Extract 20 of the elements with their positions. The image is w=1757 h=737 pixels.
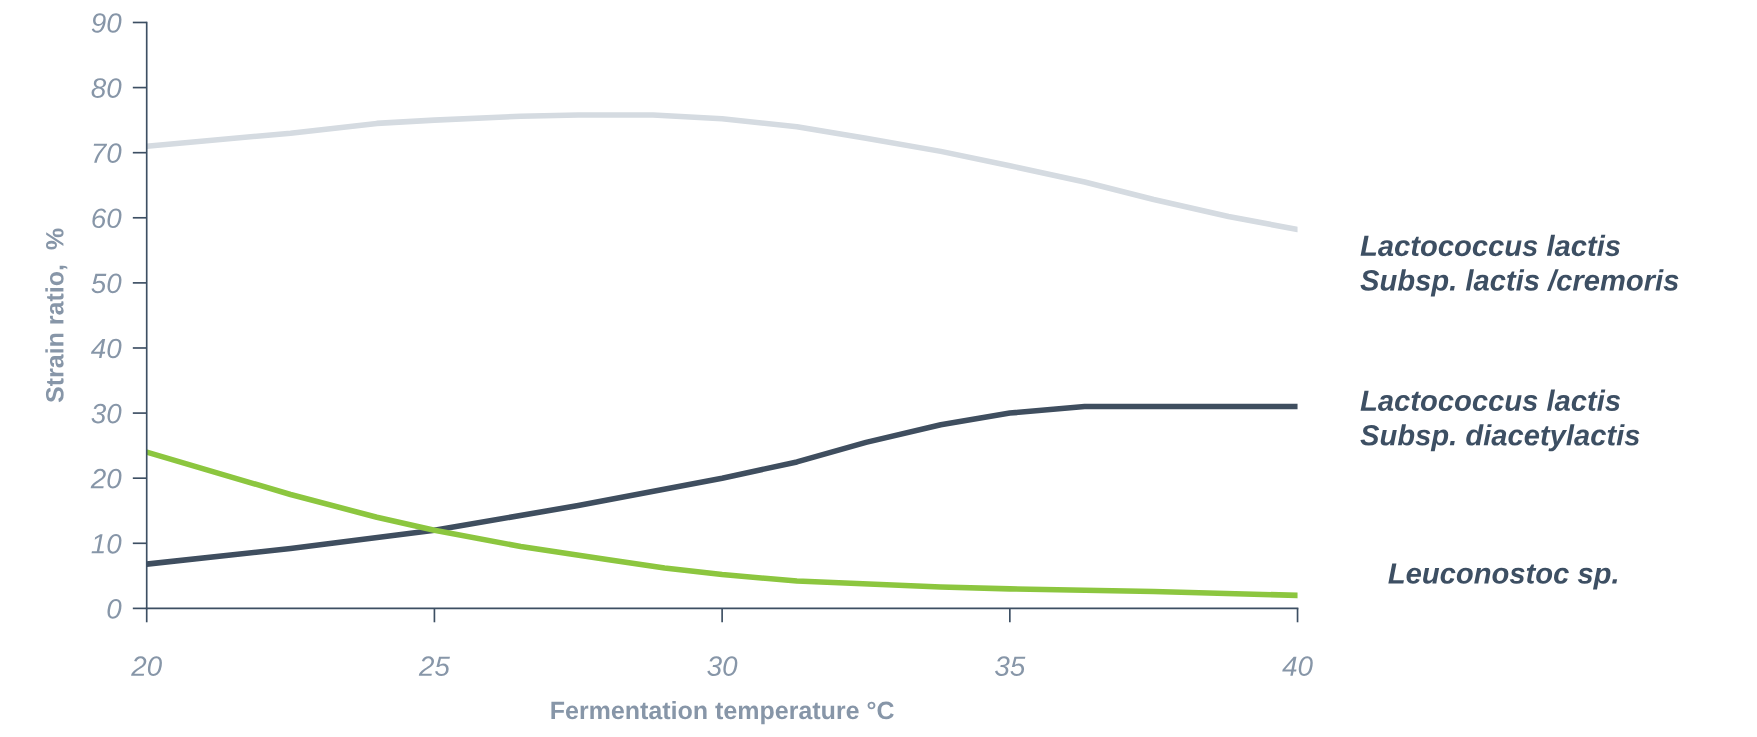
text: Lactococcus lactis Subsp. lactis /cremoris <box>1360 234 1679 297</box>
y-tick-label: 90 <box>91 13 122 33</box>
y-tick-label: 40 <box>90 338 122 359</box>
y-tick-label: 30 <box>91 403 122 424</box>
y-tick-label: 20 <box>90 468 122 489</box>
x-axis-title: Fermentation temperature °C <box>551 700 894 725</box>
text: Lactococcus lactis Subsp. diacetylactis <box>1360 389 1640 452</box>
y-tick-label: 0 <box>107 599 122 619</box>
y-tick-label: 50 <box>91 273 122 294</box>
x-tick-label: 20 <box>131 656 162 677</box>
x-tick-label: 40 <box>1282 656 1313 677</box>
x-tick-label: 25 <box>418 656 450 677</box>
y-tick-label: 10 <box>91 533 122 554</box>
y-axis-title: Strain ratio, % <box>45 228 68 403</box>
y-tick-label: 70 <box>93 143 122 164</box>
y-tick-label: 80 <box>91 78 122 98</box>
text: Leuconostoc sp. <box>1388 563 1618 590</box>
x-tick-label: 35 <box>995 656 1026 677</box>
x-tick-label: 30 <box>707 656 738 677</box>
y-tick-label: 60 <box>92 208 122 229</box>
